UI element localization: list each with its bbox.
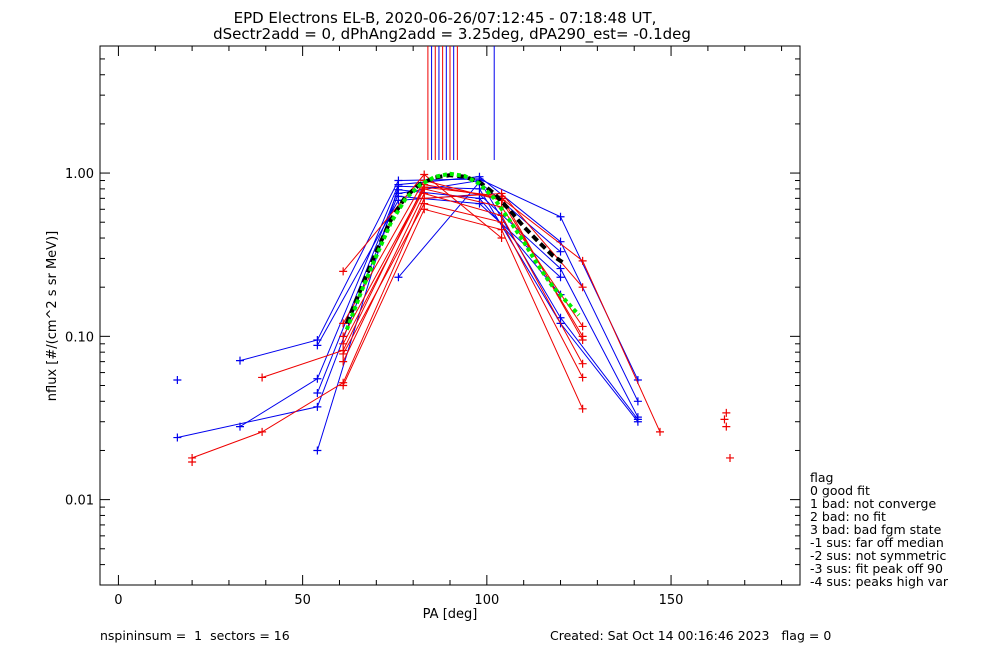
legend-entry: 3 bad: bad fgm state (810, 522, 942, 537)
legend-entry: -4 sus: peaks high var (810, 574, 949, 589)
series-line (342, 208, 584, 410)
data-point (173, 376, 182, 385)
data-point (313, 341, 322, 350)
data-point (497, 225, 506, 234)
series-lines (173, 170, 734, 466)
fit-curve-green (344, 171, 581, 331)
legend-entry: -3 sus: fit peak off 90 (810, 561, 943, 576)
data-point (633, 397, 642, 406)
y-axis-label: nflux [#/(cm^2 s sr MeV)] (45, 231, 60, 401)
data-point (722, 408, 731, 417)
y-tick-label: 0.01 (65, 494, 94, 509)
legend: flag 0 good fit 1 bad: not converge 2 ba… (810, 470, 949, 589)
data-point (475, 199, 484, 208)
data-point (339, 349, 348, 358)
fit-curves (344, 171, 581, 331)
data-point (420, 183, 429, 192)
data-point (236, 356, 244, 365)
legend-entries: 0 good fit 1 bad: not converge 2 bad: no… (810, 483, 949, 589)
footer-right: Created: Sat Oct 14 00:16:46 2023 flag =… (550, 628, 831, 643)
data-point (258, 427, 267, 436)
chart-subtitle: dSectr2add = 0, dPhAng2add = 3.25deg, dP… (213, 25, 691, 44)
data-point (339, 319, 348, 328)
data-point (497, 218, 506, 227)
data-point (188, 457, 197, 466)
legend-entry: 1 bad: not converge (810, 496, 936, 511)
data-point (722, 422, 731, 431)
data-point (313, 374, 322, 383)
data-point (578, 322, 587, 331)
y-tick-label: 0.10 (65, 330, 94, 345)
x-tick-label: 50 (294, 593, 311, 608)
data-point (313, 446, 322, 455)
data-point (633, 413, 642, 422)
data-point (236, 422, 244, 431)
series-line (342, 203, 584, 378)
series-line (342, 179, 584, 337)
data-point (173, 433, 182, 442)
data-point (656, 427, 664, 436)
series-line (342, 186, 584, 341)
data-point (394, 192, 403, 201)
series-line (342, 188, 584, 345)
series-line (239, 178, 639, 381)
data-point (339, 332, 348, 341)
series-line (239, 176, 639, 428)
data-point (556, 212, 565, 221)
data-point (578, 373, 587, 382)
legend-entry: 2 bad: no fit (810, 509, 886, 524)
series-line (316, 185, 639, 451)
data-point (726, 453, 734, 462)
data-point (313, 388, 322, 397)
x-tick-label: 150 (659, 593, 684, 608)
legend-entry: -2 sus: not symmetric (810, 548, 946, 563)
data-point (339, 357, 348, 366)
data-point (420, 205, 429, 214)
data-point (720, 415, 729, 424)
data-point (394, 273, 403, 282)
series-line (191, 192, 583, 459)
data-point (556, 264, 565, 273)
footer-left: nspininsum = 1 sectors = 16 (100, 628, 290, 643)
x-axis-label: PA [deg] (423, 607, 478, 622)
axes: 0 50 100 150 0.01 0.10 1.00 (65, 45, 800, 608)
data-point (578, 256, 587, 265)
data-point (258, 373, 267, 382)
y-tick-label: 1.00 (65, 167, 94, 182)
legend-title: flag (810, 470, 833, 485)
x-tick-label: 100 (474, 593, 499, 608)
data-point (578, 335, 587, 344)
data-point (578, 283, 587, 292)
data-point (339, 267, 348, 276)
data-point (497, 234, 506, 243)
series-line (342, 192, 584, 364)
peak-markers (427, 46, 495, 160)
data-point (556, 273, 565, 282)
x-tick-label: 0 (114, 593, 122, 608)
data-point (313, 402, 322, 411)
data-point (578, 359, 587, 368)
data-point (556, 247, 565, 256)
legend-entry: -1 sus: far off median (810, 535, 944, 550)
legend-entry: 0 good fit (810, 483, 870, 498)
data-point (339, 339, 348, 348)
chart-title: EPD Electrons EL-B, 2020-06-26/07:12:45 … (234, 9, 657, 27)
data-point (339, 381, 348, 390)
data-point (578, 404, 587, 413)
